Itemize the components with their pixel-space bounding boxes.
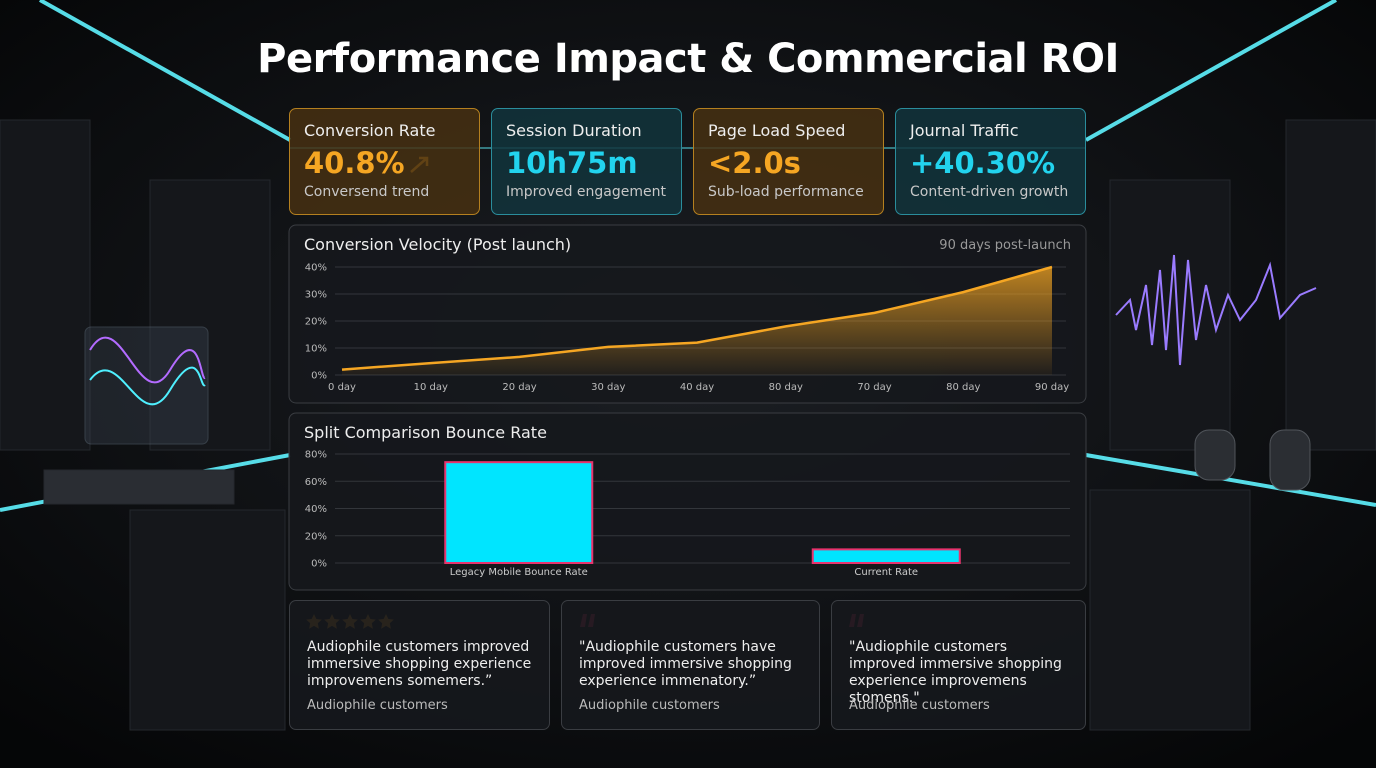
y-tick-label: 40% xyxy=(305,263,327,274)
headphones xyxy=(1194,429,1311,491)
kpi-card: Page Load Speed <2.0s Sub-load performance xyxy=(693,108,884,215)
y-tick-label: 0% xyxy=(311,559,327,570)
x-tick-label: 30 day xyxy=(591,382,625,393)
y-tick-label: 20% xyxy=(305,531,327,542)
x-tick-label: 0 day xyxy=(328,382,356,393)
x-tick-label: 80 day xyxy=(769,382,803,393)
testimonial-quote: Audiophile customers improved immersive … xyxy=(307,639,532,689)
kpi-note: Content-driven growth xyxy=(910,184,1069,200)
kpi-value: 10h75m xyxy=(506,146,638,180)
x-tick-label: 10 day xyxy=(414,382,448,393)
kpi-value: +40.30% xyxy=(910,146,1056,180)
kpi-label: Page Load Speed xyxy=(708,121,846,140)
kpi-value: 40.8% xyxy=(304,146,405,180)
chart-title: Conversion Velocity (Post launch) xyxy=(304,235,571,254)
line xyxy=(341,265,1053,371)
x-tick-label: Legacy Mobile Bounce Rate xyxy=(450,567,588,578)
kpi-card: Journal Traffic +40.30% Content-driven gro… xyxy=(895,108,1086,215)
hologram-wave xyxy=(84,326,209,445)
testimonial-card: "Audiophile customers have improved imme… xyxy=(561,600,820,730)
kpi-note: Sub-load performance xyxy=(708,184,864,200)
chart-title: Split Comparison Bounce Rate xyxy=(304,423,547,442)
y-tick-label: 60% xyxy=(305,477,327,488)
x-tick-label: 20 day xyxy=(502,382,536,393)
testimonial-card: "Audiophile customers improved immersive… xyxy=(831,600,1086,730)
testimonial-quote: "Audiophile customers improved immersive… xyxy=(849,639,1062,706)
y-tick-label: 10% xyxy=(305,344,327,355)
kpi-label: Session Duration xyxy=(506,121,642,140)
kpi-note: Improved engagement xyxy=(506,184,666,200)
y-tick-label: 20% xyxy=(305,317,327,328)
x-tick-label: 40 day xyxy=(680,382,714,393)
kpi-note: Conversend trend xyxy=(304,184,430,200)
x-tick-label: 80 day xyxy=(946,382,980,393)
kpi-label: Journal Traffic xyxy=(910,121,1019,140)
y-tick-label: 40% xyxy=(305,504,327,515)
x-tick-label: 90 day xyxy=(1035,382,1069,393)
speaker-panels xyxy=(0,119,1376,731)
page-title: Performance Impact & Commercial ROI xyxy=(257,36,1119,82)
chart-subtitle: 90 days post-launch xyxy=(939,238,1071,253)
x-tick-label: 70 day xyxy=(857,382,891,393)
x-tick-label: Current Rate xyxy=(854,567,918,578)
testimonial-quote: "Audiophile customers have improved imme… xyxy=(579,639,792,689)
y-tick-label: 80% xyxy=(305,450,327,461)
kpi-card: Session Duration 10h75m Improved engagemen… xyxy=(491,108,682,215)
kpi-label: Conversion Rate xyxy=(304,121,436,140)
y-tick-label: 30% xyxy=(305,290,327,301)
kpi-card: Conversion Rate 40.8% Conversend trend xyxy=(289,108,480,215)
bar xyxy=(444,461,594,564)
bar xyxy=(811,548,961,564)
audio-wave xyxy=(1115,254,1317,366)
testimonial-author: Audiophile customers xyxy=(849,698,990,713)
testimonial-author: Audiophile customers xyxy=(579,698,720,713)
y-tick-label: 0% xyxy=(311,371,327,382)
area xyxy=(342,267,1052,375)
kpi-value: <2.0s xyxy=(708,146,801,180)
testimonial-author: Audiophile customers xyxy=(307,698,448,713)
testimonial-card: Audiophile customers improved immersive … xyxy=(289,600,550,730)
